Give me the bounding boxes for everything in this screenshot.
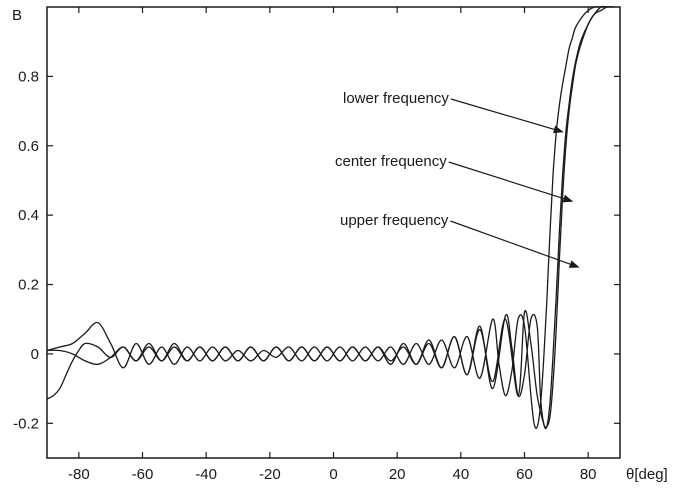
y-tick-label: -0.2: [13, 415, 39, 432]
series-line-3: [46, 6, 614, 429]
annotation-arrow: [450, 220, 580, 268]
x-tick-label: 80: [580, 466, 597, 483]
x-tick-label: -40: [195, 466, 217, 483]
y-tick-label: 0: [31, 346, 39, 363]
x-tick-label: -80: [68, 466, 90, 483]
annotation-layer: lower frequency center frequency upper fre…: [335, 90, 580, 268]
annotation-label: lower frequency: [343, 90, 449, 107]
annotation-arrow: [448, 161, 574, 203]
ticks-layer: -80 -60 -40 -20 0 20 40 60 80 -0.2 0 0.2 0.4 0.6 0.8: [13, 7, 620, 483]
annotation-arrow: [450, 98, 564, 134]
plot-frame: [46, 6, 621, 459]
x-tick-label: -20: [259, 466, 281, 483]
x-tick-label: -60: [132, 466, 154, 483]
series-line-2: [46, 5, 614, 430]
x-tick-label: 40: [452, 466, 469, 483]
y-tick-label: 0.2: [18, 277, 39, 294]
annotation-label: upper frequency: [340, 212, 449, 229]
y-tick-label: 0.4: [18, 207, 39, 224]
x-tick-label: 60: [516, 466, 533, 483]
y-tick-label: 0.6: [18, 138, 39, 155]
series-line-1: [46, 6, 608, 429]
series-layer: [46, 5, 614, 430]
annotation-label: center frequency: [335, 153, 447, 170]
x-tick-label: 0: [329, 466, 337, 483]
y-axis-label: B: [12, 7, 22, 24]
y-tick-label: 0.8: [18, 68, 39, 85]
x-tick-label: 20: [389, 466, 406, 483]
x-axis-label: θ[deg]: [626, 466, 668, 483]
